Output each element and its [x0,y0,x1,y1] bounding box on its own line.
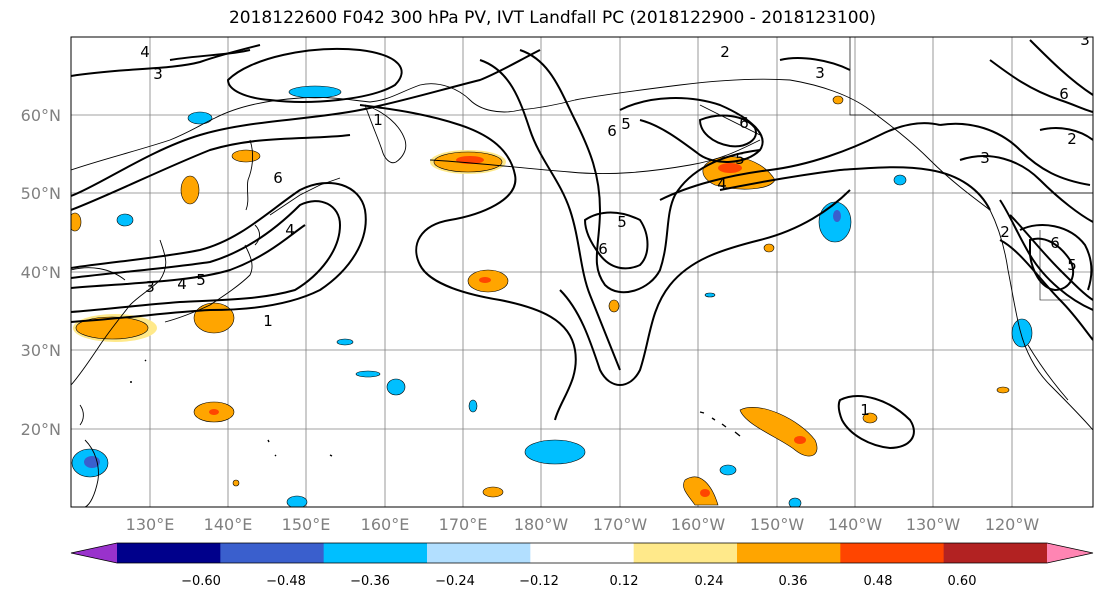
contour-label: 3 [145,278,155,296]
contour-label: 3 [815,64,825,82]
colorbar-tick-label: 0.60 [948,574,977,589]
lon-label: 150°W [750,515,805,534]
contour-label: 2 [720,43,730,61]
colorbar-tick-label: −0.36 [350,574,390,589]
contour-label: 1 [860,401,870,419]
lat-label: 40°N [21,263,61,282]
contour-label: 1 [263,312,273,330]
colorbar-tick-label: 0.24 [695,574,724,589]
colorbar-outline [70,542,1094,564]
colorbar [70,542,1094,564]
colorbar-tick-label: 0.48 [864,574,893,589]
colorbar-swatch [117,543,221,563]
lat-label: 50°N [21,184,61,203]
lon-label: 150°E [282,515,331,534]
lon-label: 170°W [593,515,648,534]
contour-label: 4 [177,275,187,293]
lon-label: 160°W [671,515,726,534]
contour-label: 6 [607,122,617,140]
colorbar-tick-label: 0.12 [610,574,639,589]
contour-label: 6 [739,114,749,132]
contour-label: 6 [598,240,608,258]
contour-label: 3 [980,149,990,167]
contour-label: 4 [717,175,727,193]
contour-label: 5 [617,213,627,231]
lon-label: 140°W [828,515,883,534]
colorbar-swatch [943,543,1048,563]
colorbar-swatch [633,543,738,563]
contour-label: 6 [273,169,283,187]
contour-label: 4 [285,221,295,239]
colorbar-swatch [220,543,325,563]
negative-anomaly-shading [71,85,1033,507]
contour-label: 5 [621,115,631,133]
contour-label: 5 [196,271,206,289]
pv-contours [71,39,1093,450]
colorbar-tick-label: 0.36 [779,574,808,589]
latitude-labels: 60°N 50°N 40°N 30°N 20°N [21,106,61,439]
colorbar-extend-min [71,543,117,563]
contour-label: 3 [153,65,163,83]
contour-label: 5 [1067,256,1077,274]
lon-label: 120°W [985,515,1040,534]
colorbar-tick-label: −0.24 [435,574,475,589]
contour-label: 3 [1080,31,1090,49]
lat-label: 20°N [21,420,61,439]
colorbar-swatch [323,543,428,563]
map-frame [70,36,1094,508]
lon-label: 170°E [439,515,488,534]
colorbar-extend-max [1047,543,1093,563]
colorbar-swatch [737,543,841,563]
lon-label: 180°W [514,515,569,534]
contour-label: 6 [1050,234,1060,252]
contour-label: 1 [373,111,383,129]
contour-label: 5 [735,150,745,168]
positive-anomaly-shading [71,95,1010,506]
contour-label: 2 [1067,130,1077,148]
lon-label: 140°E [204,515,253,534]
lat-label: 30°N [21,341,61,360]
colorbar-tick-labels: −0.60 −0.48 −0.36 −0.24 −0.12 0.12 0.24 … [181,574,976,589]
contour-label: 6 [1059,85,1069,103]
colorbar-tick-label: −0.60 [181,574,221,589]
map-title: 2018122600 F042 300 hPa PV, IVT Landfall… [228,8,876,28]
contour-label: 4 [140,43,150,61]
contour-label: 2 [1000,223,1010,241]
colorbar-swatch [427,543,531,563]
longitude-labels: 130°E 140°E 150°E 160°E 170°E 180°W 170°… [126,515,1040,534]
lon-label: 130°E [126,515,175,534]
lon-label: 130°W [906,515,961,534]
colorbar-tick-label: −0.12 [519,574,559,589]
colorbar-tick-label: −0.48 [266,574,306,589]
lon-label: 160°E [361,515,410,534]
colorbar-swatch [530,543,635,563]
contour-labels: 4 3 1 6 4 3 4 5 1 6 5 6 5 6 5 4 2 3 3 2 … [140,31,1090,419]
colorbar-swatch [840,543,945,563]
lat-label: 60°N [21,106,61,125]
